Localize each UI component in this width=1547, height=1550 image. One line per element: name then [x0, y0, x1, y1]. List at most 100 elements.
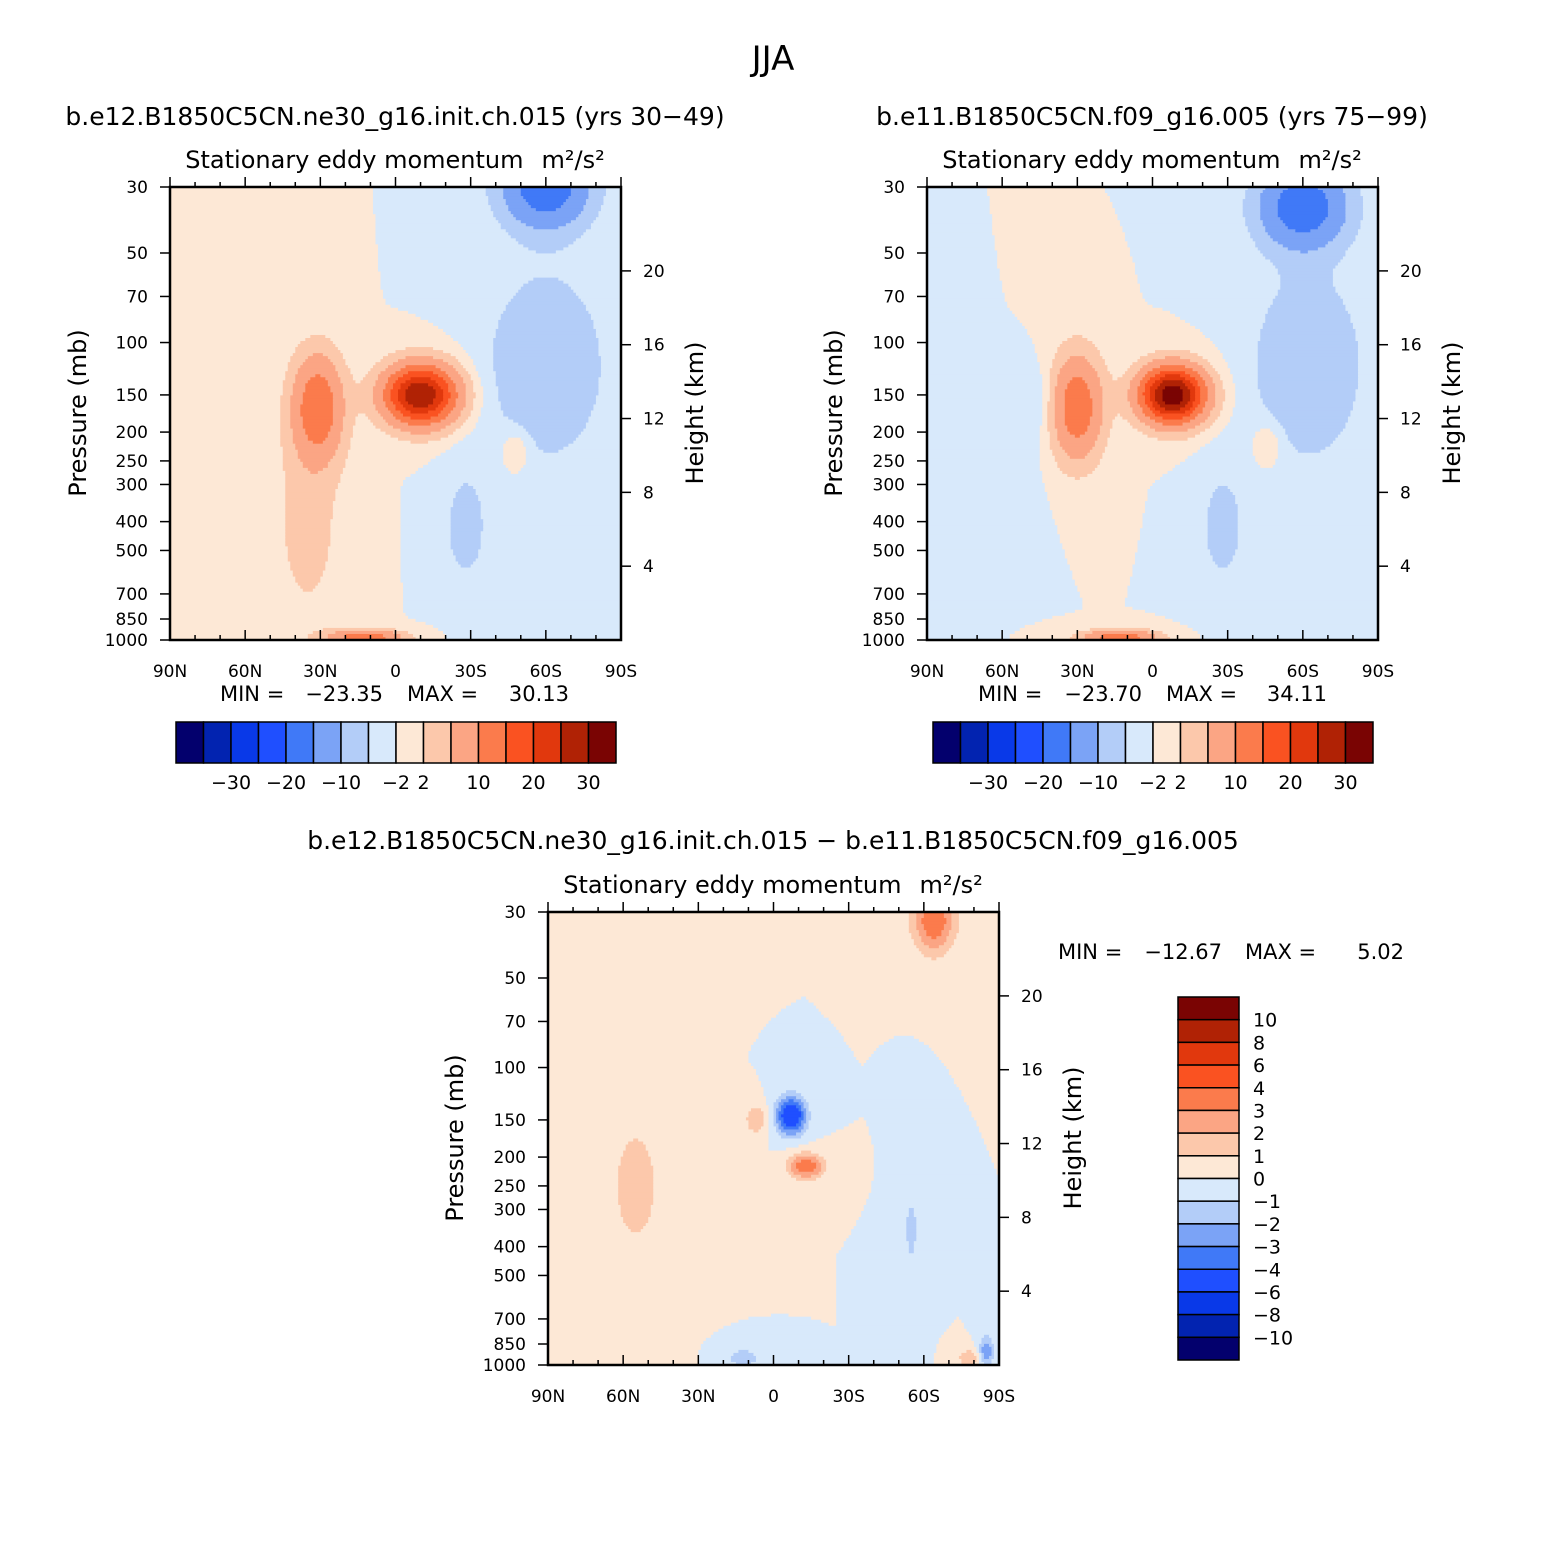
contour-fill-cell — [956, 1084, 999, 1088]
contour-fill-cell — [813, 1168, 822, 1173]
contour-fill-cell — [871, 1053, 937, 1058]
contour-fill-cell — [938, 1337, 973, 1342]
contour-fill-cell — [400, 522, 452, 526]
contour-fill-cell — [495, 334, 597, 339]
contour-fill-cell — [548, 1105, 770, 1109]
contour-fill-cell — [1049, 504, 1146, 508]
contour-fill-cell — [927, 347, 1036, 351]
contour-fill-cell — [430, 422, 452, 427]
contour-fill-cell — [1185, 458, 1256, 463]
contour-fill-cell — [866, 1123, 978, 1128]
contour-fill-cell — [433, 386, 442, 390]
contour-fill-cell — [1087, 473, 1164, 478]
contour-fill-cell — [788, 1099, 795, 1103]
contour-fill-cell — [450, 410, 462, 415]
contour-fill-cell — [1255, 241, 1279, 245]
contour-fill-cell — [285, 510, 334, 514]
contour-fill-cell — [1327, 241, 1354, 245]
colorbar-box — [1234, 721, 1264, 764]
contour-fill-cell — [927, 310, 1013, 315]
contour-fill-cell — [503, 193, 522, 197]
contour-fill-cell — [1092, 413, 1103, 418]
contour-fill-cell — [1129, 582, 1378, 587]
contour-fill-cell — [988, 1343, 995, 1348]
contour-fill-cell — [640, 1229, 852, 1233]
contour-fill-cell — [493, 356, 602, 360]
y-tick-label: 850 — [116, 610, 148, 630]
panel-diff-max-label: MAX = — [1245, 940, 1316, 964]
contour-fill-cell — [927, 528, 1058, 532]
contour-fill-cell — [483, 386, 499, 390]
contour-fill-cell — [770, 1017, 830, 1022]
panel-diff-min-label: MIN = — [1058, 940, 1122, 964]
contour-fill-cell — [1247, 226, 1266, 230]
contour-fill-cell — [1057, 431, 1071, 436]
contour-fill-cell — [994, 247, 1131, 252]
contour-fill-cell — [292, 428, 306, 433]
contour-fill-cell — [525, 458, 621, 463]
contour-fill-cell — [415, 636, 447, 640]
contour-fill-cell — [927, 322, 1023, 327]
contour-fill-cell — [1275, 458, 1378, 463]
contour-fill-cell — [1047, 498, 1149, 502]
contour-fill-cell — [1092, 630, 1149, 635]
contour-fill-cell — [1237, 513, 1378, 517]
contour-fill-cell — [1252, 452, 1279, 457]
colorbar-label: 0 — [1253, 1169, 1265, 1191]
contour-fill-cell — [1052, 359, 1068, 363]
contour-fill-cell — [548, 1132, 770, 1137]
contour-fill-cell — [458, 341, 494, 345]
contour-fill-cell — [763, 1090, 787, 1094]
contour-fill-cell — [1237, 531, 1378, 535]
x-tick-label: 90N — [153, 662, 187, 682]
contour-fill-cell — [312, 630, 336, 635]
contour-fill-cell — [1044, 482, 1154, 487]
contour-fill-cell — [796, 1177, 817, 1182]
contour-fill-cell — [548, 1026, 765, 1031]
contour-fill-cell — [1122, 226, 1249, 230]
contour-fill-cell — [330, 534, 402, 538]
contour-fill-cell — [510, 470, 519, 475]
contour-fill-cell — [170, 513, 286, 517]
contour-fill-cell — [936, 1343, 975, 1348]
contour-fill-cell — [548, 1087, 765, 1091]
contour-fill-cell — [410, 383, 429, 387]
contour-fill-cell — [1197, 404, 1206, 409]
contour-fill-cell — [1137, 549, 1211, 554]
contour-fill-cell — [548, 1180, 619, 1185]
contour-fill-cell — [390, 395, 399, 399]
contour-fill-cell — [1357, 356, 1378, 360]
contour-fill-cell — [1220, 410, 1234, 415]
contour-fill-cell — [1207, 359, 1226, 363]
contour-fill-cell — [1357, 383, 1378, 387]
contour-fill-cell — [1099, 380, 1131, 384]
contour-fill-cell — [408, 615, 621, 620]
contour-fill-cell — [927, 383, 1043, 387]
contour-fill-cell — [307, 434, 329, 439]
contour-fill-cell — [943, 1063, 999, 1067]
contour-fill-cell — [1019, 627, 1091, 632]
contour-fill-cell — [1207, 510, 1239, 514]
contour-fill-cell — [580, 298, 621, 303]
contour-fill-cell — [1047, 413, 1056, 418]
contour-fill-cell — [548, 1153, 624, 1158]
contour-fill-cell — [623, 1217, 649, 1221]
contour-fill-cell — [453, 501, 482, 505]
contour-fill-cell — [603, 202, 621, 206]
contour-fill-cell — [868, 1129, 980, 1134]
contour-fill-cell — [290, 416, 304, 421]
colorbar-label: −4 — [1253, 1259, 1281, 1281]
contour-fill-cell — [927, 618, 1043, 623]
contour-fill-cell — [618, 1168, 654, 1173]
contour-fill-cell — [1049, 434, 1058, 439]
panel-a-max-value: 30.13 — [509, 682, 569, 706]
contour-fill-cell — [1317, 226, 1342, 230]
contour-fill-cell — [808, 999, 999, 1004]
contour-fill-cell — [1270, 428, 1286, 433]
contour-fill-cell — [1137, 398, 1146, 403]
contour-fill-cell — [1357, 359, 1378, 363]
contour-fill-cell — [1235, 552, 1378, 557]
contour-fill-cell — [330, 359, 346, 363]
contour-fill-cell — [1104, 362, 1134, 366]
